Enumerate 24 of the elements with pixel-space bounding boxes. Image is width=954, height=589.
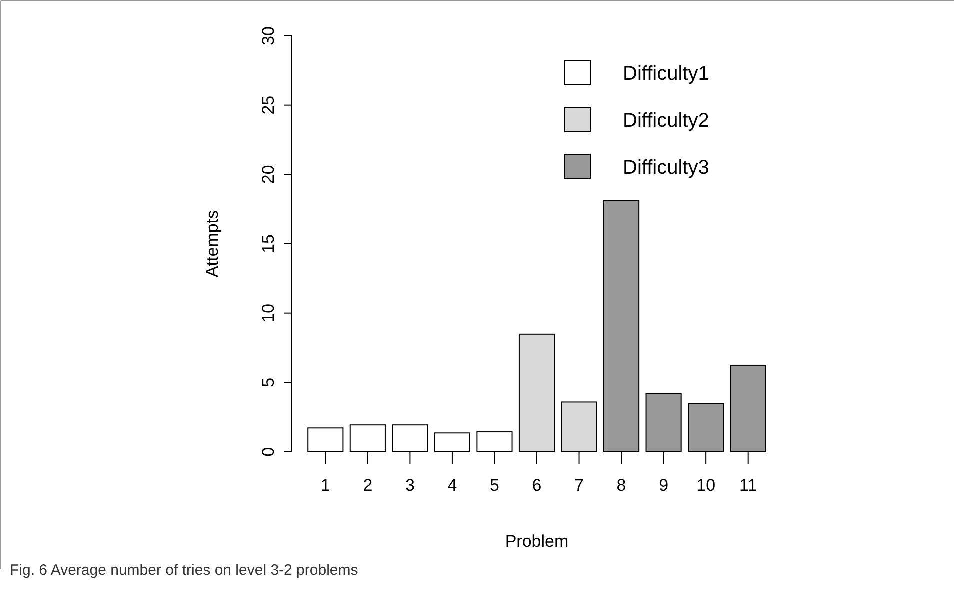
y-tick-label: 25 [259,96,278,115]
x-tick-label: 8 [616,476,626,495]
x-tick-label: 4 [448,476,458,495]
y-tick-label: 20 [259,165,278,184]
y-axis-title: Attempts [203,210,222,278]
x-tick-label: 2 [363,476,373,495]
x-tick-label: 6 [532,476,542,495]
x-tick-label: 9 [659,476,669,495]
caption: Fig. 6 Average number of tries on level 3-2 problems [10,562,358,579]
x-axis-title: Problem [505,532,569,551]
y-tick-label: 15 [259,234,278,254]
x-tick-label: 1 [320,476,330,495]
x-tick-label: 11 [740,476,758,495]
x-tick-label: 5 [490,476,500,495]
legend-label: Difficulty2 [623,110,710,132]
legend-label: Difficulty1 [623,63,710,85]
y-tick-label: 10 [259,304,278,323]
x-tick-label: 7 [574,476,584,495]
x-tick-label: 10 [696,476,716,495]
legend-label: Difficulty3 [623,157,710,179]
y-tick-label: 0 [259,447,278,457]
x-tick-label: 3 [405,476,415,495]
y-tick-label: 30 [259,26,278,46]
y-tick-label: 5 [259,378,278,388]
